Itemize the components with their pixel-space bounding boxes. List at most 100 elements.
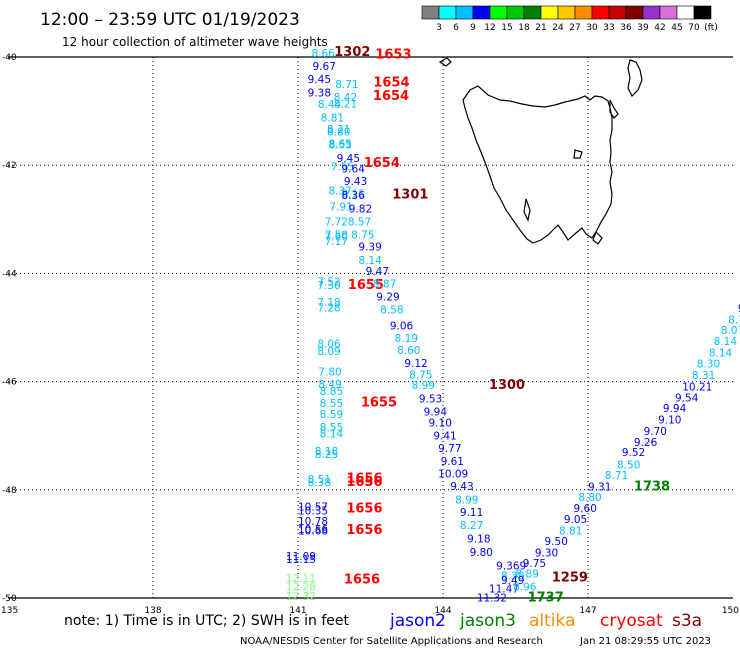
wave-height-label: 7.52 <box>317 277 340 289</box>
longitude-tick-label: 144 <box>434 606 451 616</box>
wave-height-label: 8.58 <box>380 305 403 317</box>
wave-height-label: 8.14 <box>320 429 344 441</box>
wave-height-label: 7.28 <box>317 302 340 314</box>
wave-height-label: 9.64 <box>342 163 366 175</box>
longitude-tick-label: 138 <box>144 606 161 616</box>
wave-height-label: 9.43 <box>344 176 367 188</box>
color-scale-swatch <box>438 5 457 20</box>
generated-timestamp: Jan 21 08:29:55 UTC 2023 <box>579 636 711 647</box>
wave-height-label: 9.30 <box>535 548 558 560</box>
mission-altika: altika <box>529 611 576 631</box>
color-scale-label: 27 <box>569 23 580 33</box>
wave-height-label: 1654 <box>373 75 409 90</box>
wave-height-label: 7.30 <box>317 280 340 292</box>
wave-height-label: 8.55 <box>320 398 343 410</box>
wave-height-label: 8.36 <box>342 190 366 202</box>
wave-height-label: 9.369 <box>496 561 526 573</box>
mission-jason2: jason2 <box>389 611 446 631</box>
color-scale-label: (ft) <box>704 23 718 33</box>
wave-height-label: 8.31 <box>692 370 715 382</box>
color-scale-swatch <box>693 5 712 20</box>
wave-height-label: 11.32 <box>477 592 507 604</box>
wave-height-label: 10.57 <box>298 502 328 514</box>
wave-height-label: 10.56 <box>298 524 328 536</box>
legend-note: note: 1) Time is in UTC; 2) SWH is in fe… <box>64 613 350 629</box>
wave-height-label: 8.15 <box>342 188 365 200</box>
wave-height-label: 9.11 <box>460 507 483 519</box>
wave-height-label: 8.21 <box>334 99 357 111</box>
wave-height-label: 12.28 <box>286 582 316 594</box>
wave-height-label: 8.14 <box>709 347 733 359</box>
wave-height-label: 8.71 <box>605 470 628 482</box>
wave-height-label: 9.12 <box>404 358 427 370</box>
wave-height-label: 9.49 <box>501 575 524 587</box>
wave-height-label: 8.75 <box>351 229 374 241</box>
wave-height-label: 9.43 <box>450 481 473 493</box>
wave-height-label: 1737 <box>528 590 564 605</box>
color-scale-swatch <box>642 5 661 20</box>
wave-height-label: 8.89 <box>516 569 539 581</box>
wave-height-label: 1301 <box>392 187 428 202</box>
wave-height-label: 8.57 <box>348 216 371 228</box>
wave-height-label: 9.45 <box>308 74 331 86</box>
wave-height-label: 9.29 <box>376 292 399 304</box>
wave-height-label: 9.47 <box>366 266 389 278</box>
wave-height-label: 9.18 <box>467 533 490 545</box>
color-scale-swatch <box>591 5 610 20</box>
wave-height-label: 9.77 <box>438 443 461 455</box>
wave-height-label: 9.26 <box>634 437 658 449</box>
color-scale-swatch <box>608 5 627 20</box>
wave-height-label: 8.80 <box>327 127 350 139</box>
color-scale-label: 9 <box>470 23 476 33</box>
color-scale-label: 12 <box>484 23 495 33</box>
wave-height-label: 8.99 <box>412 380 435 392</box>
wave-height-label: 8.75 <box>409 370 432 382</box>
credit-line: NOAA/NESDIS Center for Satellite Applica… <box>240 636 543 647</box>
color-scale-label: 45 <box>671 23 682 33</box>
wave-height-label: 9.75 <box>523 558 546 570</box>
color-scale-swatch <box>557 5 576 20</box>
wave-height-label: 1656 <box>344 573 380 588</box>
wave-height-label: 10.09 <box>438 469 468 481</box>
wave-height-label: 9.38 <box>308 88 331 100</box>
color-scale-swatch <box>625 5 644 20</box>
wave-height-label: 8.42 <box>334 92 357 104</box>
color-scale-swatch <box>659 5 678 20</box>
wave-height-label: 1655 <box>348 278 384 293</box>
wave-height-label: 9.52 <box>622 447 645 459</box>
color-scale-label: 21 <box>535 23 546 33</box>
wave-height-label: 8.81 <box>321 113 344 125</box>
wave-height-label: 8.99 <box>455 495 478 507</box>
wave-height-label: 9.06 <box>390 320 414 332</box>
latitude-tick-label: -40 <box>2 53 17 63</box>
wave-height-label: 8.38 <box>308 477 331 489</box>
color-scale-label: 33 <box>603 23 614 33</box>
color-scale-label: 18 <box>518 23 530 33</box>
wave-height-label: 9.53 <box>419 393 442 405</box>
wave-height-label: 1656 <box>346 523 382 538</box>
graticule-grid <box>8 57 733 598</box>
wave-height-label: 1656 <box>346 475 382 490</box>
color-scale-label: 39 <box>637 23 649 33</box>
wave-height-label: 9.60 <box>574 503 597 515</box>
wave-height-label: 9.05 <box>564 514 587 526</box>
wave-height-label: 10.68 <box>298 525 328 537</box>
wave-height-label: 1655 <box>361 396 397 411</box>
wave-height-label: 8.19 <box>395 333 418 345</box>
wave-height-label: 9.31 <box>588 482 611 494</box>
color-scale-swatch <box>489 5 508 20</box>
latitude-tick-label: -44 <box>2 269 17 279</box>
wave-height-label: 8.21 <box>327 124 350 136</box>
wave-height-label: 7.80 <box>318 366 341 378</box>
wave-height-label: 7.17 <box>325 236 348 248</box>
wave-height-label: 9.82 <box>349 203 372 215</box>
wave-height-label: 9.94 <box>424 406 448 418</box>
wave-height-label: 8.37 <box>328 186 351 198</box>
wave-height-label: 8.96 <box>513 582 537 594</box>
wave-height-label: 7.72 <box>325 216 348 228</box>
wave-height-label: 10.21 <box>682 381 712 393</box>
longitude-tick-label: 147 <box>579 606 596 616</box>
wave-height-label: 9.10 <box>658 414 681 426</box>
mission-jason3: jason3 <box>459 611 516 631</box>
